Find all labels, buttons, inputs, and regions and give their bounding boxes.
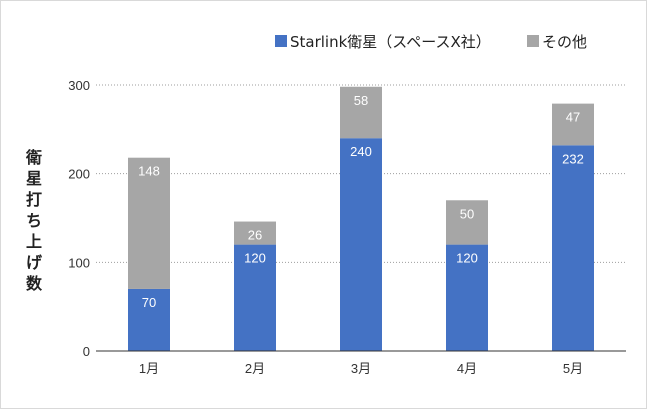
data-label-starlink: 232 [562, 151, 584, 166]
legend: Starlink衛星（スペースX社） その他 [275, 33, 587, 51]
y-axis-label-text: 衛星打ち上げ数 [25, 148, 43, 293]
data-label-starlink: 70 [142, 295, 156, 310]
y-axis-label: 衛星打ち上げ数 [25, 148, 43, 293]
y-tick-label: 300 [68, 78, 90, 93]
y-axis-label-char: げ [26, 253, 43, 272]
y-axis-label-char: 数 [26, 274, 43, 293]
data-label-other: 47 [566, 110, 580, 125]
bar-other [340, 86, 382, 139]
y-axis-ticks: 0 100 200 300 [68, 78, 90, 359]
bar-other [552, 103, 594, 146]
data-labels: 70 148 120 26 240 58 120 50 232 47 [138, 93, 584, 310]
data-label-other: 148 [138, 164, 160, 179]
bar-starlink [128, 288, 170, 351]
bar-starlink [446, 244, 488, 351]
y-axis-label-char: 上 [26, 232, 42, 251]
y-axis-label-char: 星 [26, 169, 42, 188]
bar-starlink [340, 138, 382, 351]
data-label-other: 50 [460, 206, 474, 221]
data-label-other: 26 [248, 228, 262, 243]
bar-other [446, 200, 488, 245]
x-tick-label: 4月 [457, 361, 477, 376]
bar-starlink [552, 145, 594, 351]
data-label-starlink: 120 [244, 251, 266, 266]
y-axis-label-char: 打 [26, 190, 42, 209]
y-axis-label-char: 衛 [25, 148, 42, 167]
bar-starlink [234, 244, 276, 351]
bars [128, 86, 594, 351]
data-label-other: 58 [354, 93, 368, 108]
x-tick-label: 3月 [351, 361, 371, 376]
data-label-starlink: 240 [350, 144, 372, 159]
bar-other [128, 157, 170, 289]
legend-label-starlink: Starlink衛星（スペースX社） [290, 33, 491, 51]
legend-swatch-other [527, 35, 539, 47]
x-tick-label: 2月 [245, 361, 265, 376]
y-axis-label-char: ち [26, 211, 42, 230]
x-tick-label: 5月 [563, 361, 583, 376]
x-tick-label: 1月 [139, 361, 159, 376]
y-tick-label: 200 [68, 167, 90, 182]
legend-swatch-starlink [275, 35, 287, 47]
bar-other [234, 221, 276, 245]
x-axis-ticks: 1月 2月 3月 4月 5月 [139, 361, 583, 376]
legend-label-other: その他 [542, 33, 587, 51]
y-tick-label: 100 [68, 255, 90, 270]
y-tick-label: 0 [83, 344, 90, 359]
data-label-starlink: 120 [456, 251, 478, 266]
